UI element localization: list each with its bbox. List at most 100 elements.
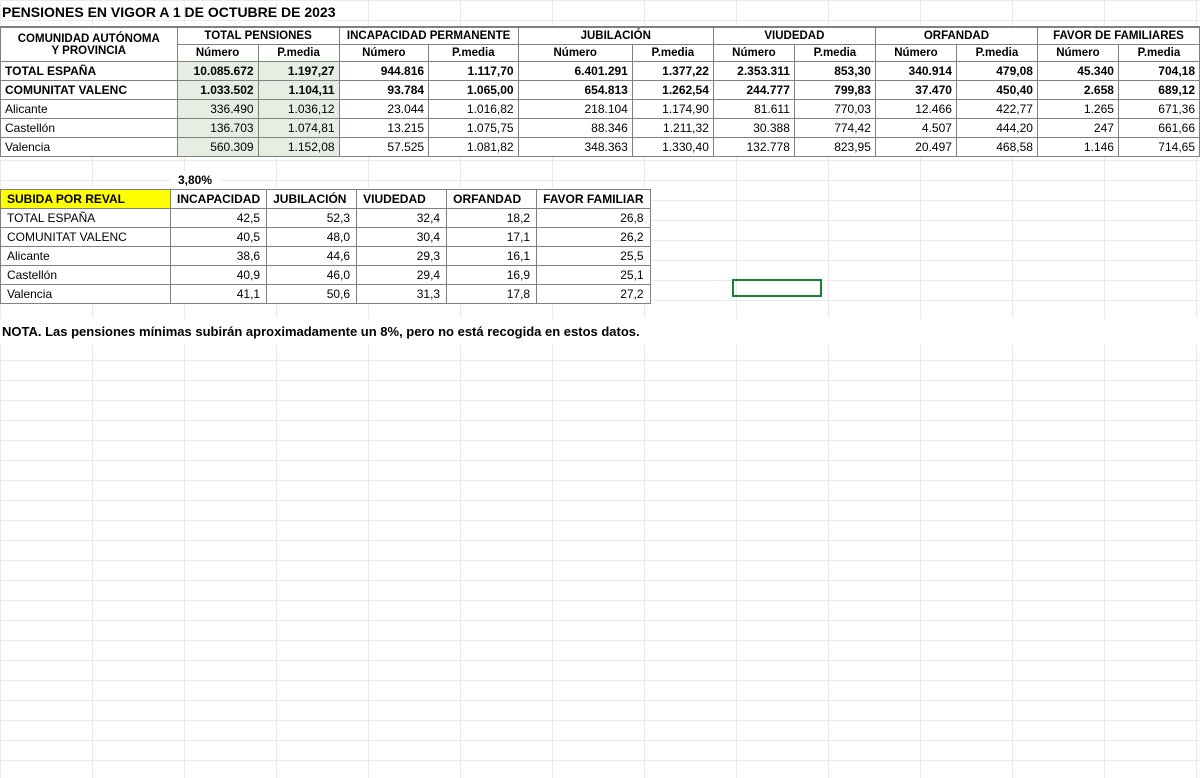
- group-viudedad: VIUDEDAD: [713, 28, 875, 45]
- data-cell: 46,0: [267, 266, 357, 285]
- data-cell: 770,03: [794, 100, 875, 119]
- table-row: TOTAL ESPAÑA42,552,332,418,226,8: [1, 209, 651, 228]
- subcol-numero: Número: [713, 45, 794, 62]
- data-cell: 25,5: [537, 247, 650, 266]
- table-row: Alicante38,644,629,316,125,5: [1, 247, 651, 266]
- data-cell: 1.016,82: [429, 100, 519, 119]
- data-cell: 247: [1037, 119, 1118, 138]
- subcol-numero: Número: [875, 45, 956, 62]
- sub-col-header: ORFANDAD: [447, 190, 537, 209]
- subcol-numero: Número: [177, 45, 258, 62]
- table-row: Castellón40,946,029,416,925,1: [1, 266, 651, 285]
- data-cell: 944.816: [339, 62, 429, 81]
- data-cell: 853,30: [794, 62, 875, 81]
- table-row: Alicante336.4901.036,1223.0441.016,82218…: [1, 100, 1200, 119]
- data-cell: 1.377,22: [632, 62, 713, 81]
- row-label: Castellón: [1, 266, 171, 285]
- data-cell: 1.075,75: [429, 119, 519, 138]
- sub-col-header: VIUDEDAD: [357, 190, 447, 209]
- subcol-numero: Número: [1037, 45, 1118, 62]
- row-header-line-1: COMUNIDAD AUTÓNOMA: [5, 33, 173, 45]
- data-cell: 26,2: [537, 228, 650, 247]
- sub-col-header: FAVOR FAMILIAR: [537, 190, 650, 209]
- row-label: COMUNITAT VALENC: [1, 228, 171, 247]
- data-cell: 132.778: [713, 138, 794, 157]
- subida-reval-table: SUBIDA POR REVALINCAPACIDADJUBILACIÓNVIU…: [0, 189, 651, 304]
- data-cell: 6.401.291: [518, 62, 632, 81]
- data-cell: 444,20: [956, 119, 1037, 138]
- row-label: TOTAL ESPAÑA: [1, 209, 171, 228]
- data-cell: 42,5: [171, 209, 267, 228]
- data-cell: 823,95: [794, 138, 875, 157]
- data-cell: 336.490: [177, 100, 258, 119]
- data-cell: 774,42: [794, 119, 875, 138]
- sub-table-header-label: SUBIDA POR REVAL: [1, 190, 171, 209]
- pensions-main-table: COMUNIDAD AUTÓNOMA Y PROVINCIA TOTAL PEN…: [0, 27, 1200, 157]
- group-total-pensiones: TOTAL PENSIONES: [177, 28, 339, 45]
- data-cell: 26,8: [537, 209, 650, 228]
- table-row: Valencia41,150,631,317,827,2: [1, 285, 651, 304]
- subcol-numero: Número: [339, 45, 429, 62]
- data-cell: 40,9: [171, 266, 267, 285]
- data-cell: 348.363: [518, 138, 632, 157]
- data-cell: 16,9: [447, 266, 537, 285]
- data-cell: 1.197,27: [258, 62, 339, 81]
- data-cell: 1.033.502: [177, 81, 258, 100]
- main-table-header: COMUNIDAD AUTÓNOMA Y PROVINCIA TOTAL PEN…: [1, 28, 1200, 62]
- data-cell: 45.340: [1037, 62, 1118, 81]
- data-cell: 30.388: [713, 119, 794, 138]
- row-label: Alicante: [1, 247, 171, 266]
- data-cell: 41,1: [171, 285, 267, 304]
- sub-col-header: INCAPACIDAD: [171, 190, 267, 209]
- data-cell: 50,6: [267, 285, 357, 304]
- data-cell: 654.813: [518, 81, 632, 100]
- data-cell: 1.146: [1037, 138, 1118, 157]
- data-cell: 1.104,11: [258, 81, 339, 100]
- data-cell: 450,40: [956, 81, 1037, 100]
- data-cell: 1.152,08: [258, 138, 339, 157]
- group-orfandad: ORFANDAD: [875, 28, 1037, 45]
- note-text: NOTA. Las pensiones mínimas subirán apro…: [0, 318, 1200, 345]
- data-cell: 4.507: [875, 119, 956, 138]
- data-cell: 479,08: [956, 62, 1037, 81]
- data-cell: 714,65: [1118, 138, 1199, 157]
- data-cell: 31,3: [357, 285, 447, 304]
- table-row: COMUNITAT VALENC1.033.5021.104,1193.7841…: [1, 81, 1200, 100]
- data-cell: 44,6: [267, 247, 357, 266]
- group-favor-familiares: FAVOR DE FAMILIARES: [1037, 28, 1199, 45]
- data-cell: 93.784: [339, 81, 429, 100]
- data-cell: 27,2: [537, 285, 650, 304]
- data-cell: 244.777: [713, 81, 794, 100]
- subcol-pmedia: P.media: [794, 45, 875, 62]
- data-cell: 81.611: [713, 100, 794, 119]
- subcol-pmedia: P.media: [258, 45, 339, 62]
- data-cell: 52,3: [267, 209, 357, 228]
- group-incapacidad: INCAPACIDAD PERMANENTE: [339, 28, 518, 45]
- data-cell: 18,2: [447, 209, 537, 228]
- row-label: COMUNITAT VALENC: [1, 81, 178, 100]
- data-cell: 1.117,70: [429, 62, 519, 81]
- data-cell: 29,3: [357, 247, 447, 266]
- data-cell: 17,1: [447, 228, 537, 247]
- data-cell: 799,83: [794, 81, 875, 100]
- subcol-pmedia: P.media: [632, 45, 713, 62]
- data-cell: 340.914: [875, 62, 956, 81]
- data-cell: 2.353.311: [713, 62, 794, 81]
- data-cell: 38,6: [171, 247, 267, 266]
- data-cell: 17,8: [447, 285, 537, 304]
- percent-cell: 3,80%: [170, 171, 220, 189]
- data-cell: 23.044: [339, 100, 429, 119]
- data-cell: 1.065,00: [429, 81, 519, 100]
- data-cell: 689,12: [1118, 81, 1199, 100]
- row-label: Valencia: [1, 138, 178, 157]
- data-cell: 20.497: [875, 138, 956, 157]
- table-row: TOTAL ESPAÑA10.085.6721.197,27944.8161.1…: [1, 62, 1200, 81]
- row-label: Valencia: [1, 285, 171, 304]
- row-label: TOTAL ESPAÑA: [1, 62, 178, 81]
- data-cell: 671,36: [1118, 100, 1199, 119]
- subcol-numero: Número: [518, 45, 632, 62]
- row-header-label: COMUNIDAD AUTÓNOMA Y PROVINCIA: [1, 28, 178, 62]
- sub-col-header: JUBILACIÓN: [267, 190, 357, 209]
- data-cell: 468,58: [956, 138, 1037, 157]
- data-cell: 560.309: [177, 138, 258, 157]
